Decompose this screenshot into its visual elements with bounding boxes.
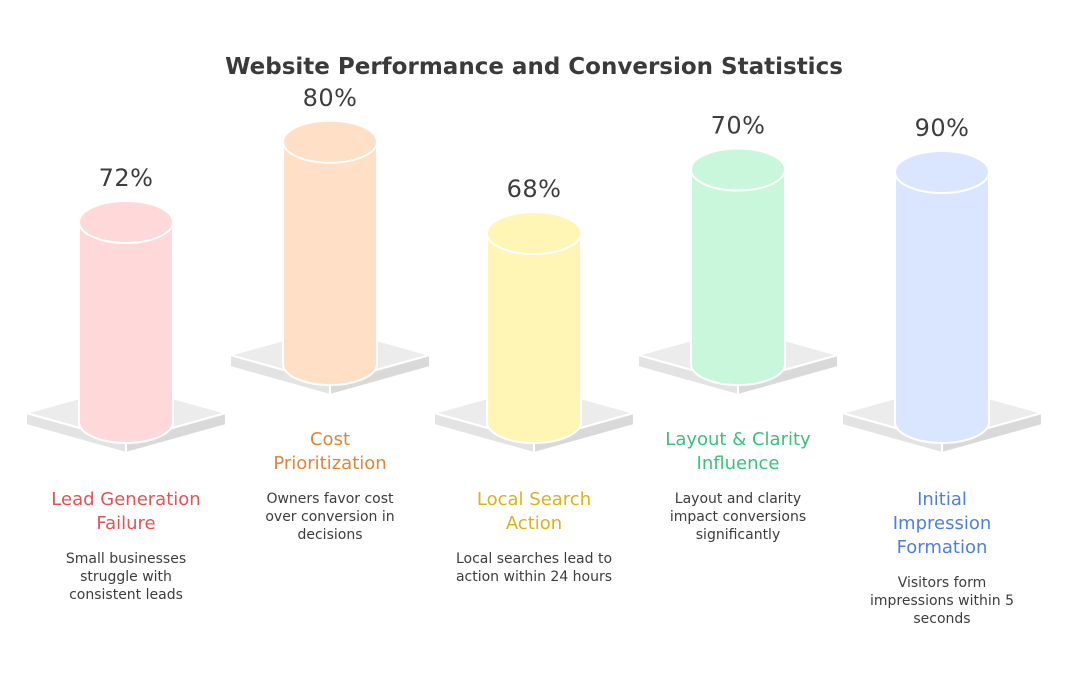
bar-platform-side-right [125,412,227,454]
category-label-line: Initial [917,489,967,510]
category-description: Small businesses struggle with consistent … [66,551,186,603]
description-line: consistent leads [69,587,183,603]
category-description: Layout and clarity impact conversions sign… [670,491,806,543]
description-line: impact conversions [670,509,806,525]
category-label: Layout & Clarity Influence [665,429,811,474]
bar-group: 72% Lead Generation Failure Small businesse… [25,84,1043,627]
category-label-line: Lead Generation [51,489,200,510]
data-label: 90% [915,114,970,142]
category-label: Lead Generation Failure [51,489,200,534]
description-line: Small businesses [66,551,186,567]
category-label-line: Action [506,513,562,534]
bar-3: 68% Local Search Action Local searches lead… [433,175,635,585]
category-label-line: Local Search [477,489,591,510]
bar-cylinder-top [690,147,786,192]
category-description: Local searches lead to action within 24 h… [456,551,612,585]
bar-2: 80% Cost Prioritization Owners favor cost ov… [229,84,431,543]
data-label: 80% [303,84,358,112]
category-description: Visitors form impressions within 5 seconds [870,575,1014,627]
bar-cylinder-top [486,211,582,256]
bar-cylinder [282,140,378,386]
category-label-line: Layout & Clarity [665,429,811,450]
description-line: decisions [297,527,362,543]
data-label: 72% [99,164,154,192]
bar-4: 70% Layout & Clarity Influence Layout and c… [637,112,839,543]
category-label: Local Search Action [477,489,591,534]
bar-cylinder-top [894,150,990,194]
bar-cylinder-top [282,119,378,164]
description-line: action within 24 hours [456,569,612,585]
description-line: over conversion in [265,509,394,525]
bar-1: 72% Lead Generation Failure Small businesse… [25,164,227,603]
category-description: Owners favor cost over conversion in decis… [265,491,394,543]
bar-platform-side-right [329,354,431,396]
bar-cylinder-top [78,200,174,244]
category-label-line: Cost [310,429,350,450]
description-line: seconds [913,611,970,627]
category-label-line: Formation [897,537,988,558]
description-line: significantly [696,527,780,543]
bar-platform-side-right [737,354,839,396]
description-line: Owners favor cost [266,491,394,507]
category-label: Initial Impression Formation [893,489,992,558]
bar-cylinder [486,232,582,444]
description-line: impressions within 5 [870,593,1014,609]
bar-platform-side-right [941,412,1043,454]
data-label: 70% [711,112,766,140]
bar-cylinder [690,168,786,386]
description-line: struggle with [80,569,172,585]
bar-platform-side-right [533,412,635,454]
description-line: Visitors form [898,575,987,591]
description-line: Local searches lead to [456,551,612,567]
bar-cylinder [78,221,174,444]
description-line: Layout and clarity [675,491,801,507]
category-label: Cost Prioritization [273,429,386,474]
category-label-line: Prioritization [273,453,386,474]
category-label-line: Impression [893,513,992,534]
data-label: 68% [507,175,562,203]
category-label-line: Failure [96,513,155,534]
category-label-line: Influence [697,453,780,474]
chart-title: Website Performance and Conversion Stati… [225,54,843,80]
bar-cylinder [894,171,990,444]
bar-5: 90% Initial Impression Formation Visitors fo… [841,114,1043,627]
